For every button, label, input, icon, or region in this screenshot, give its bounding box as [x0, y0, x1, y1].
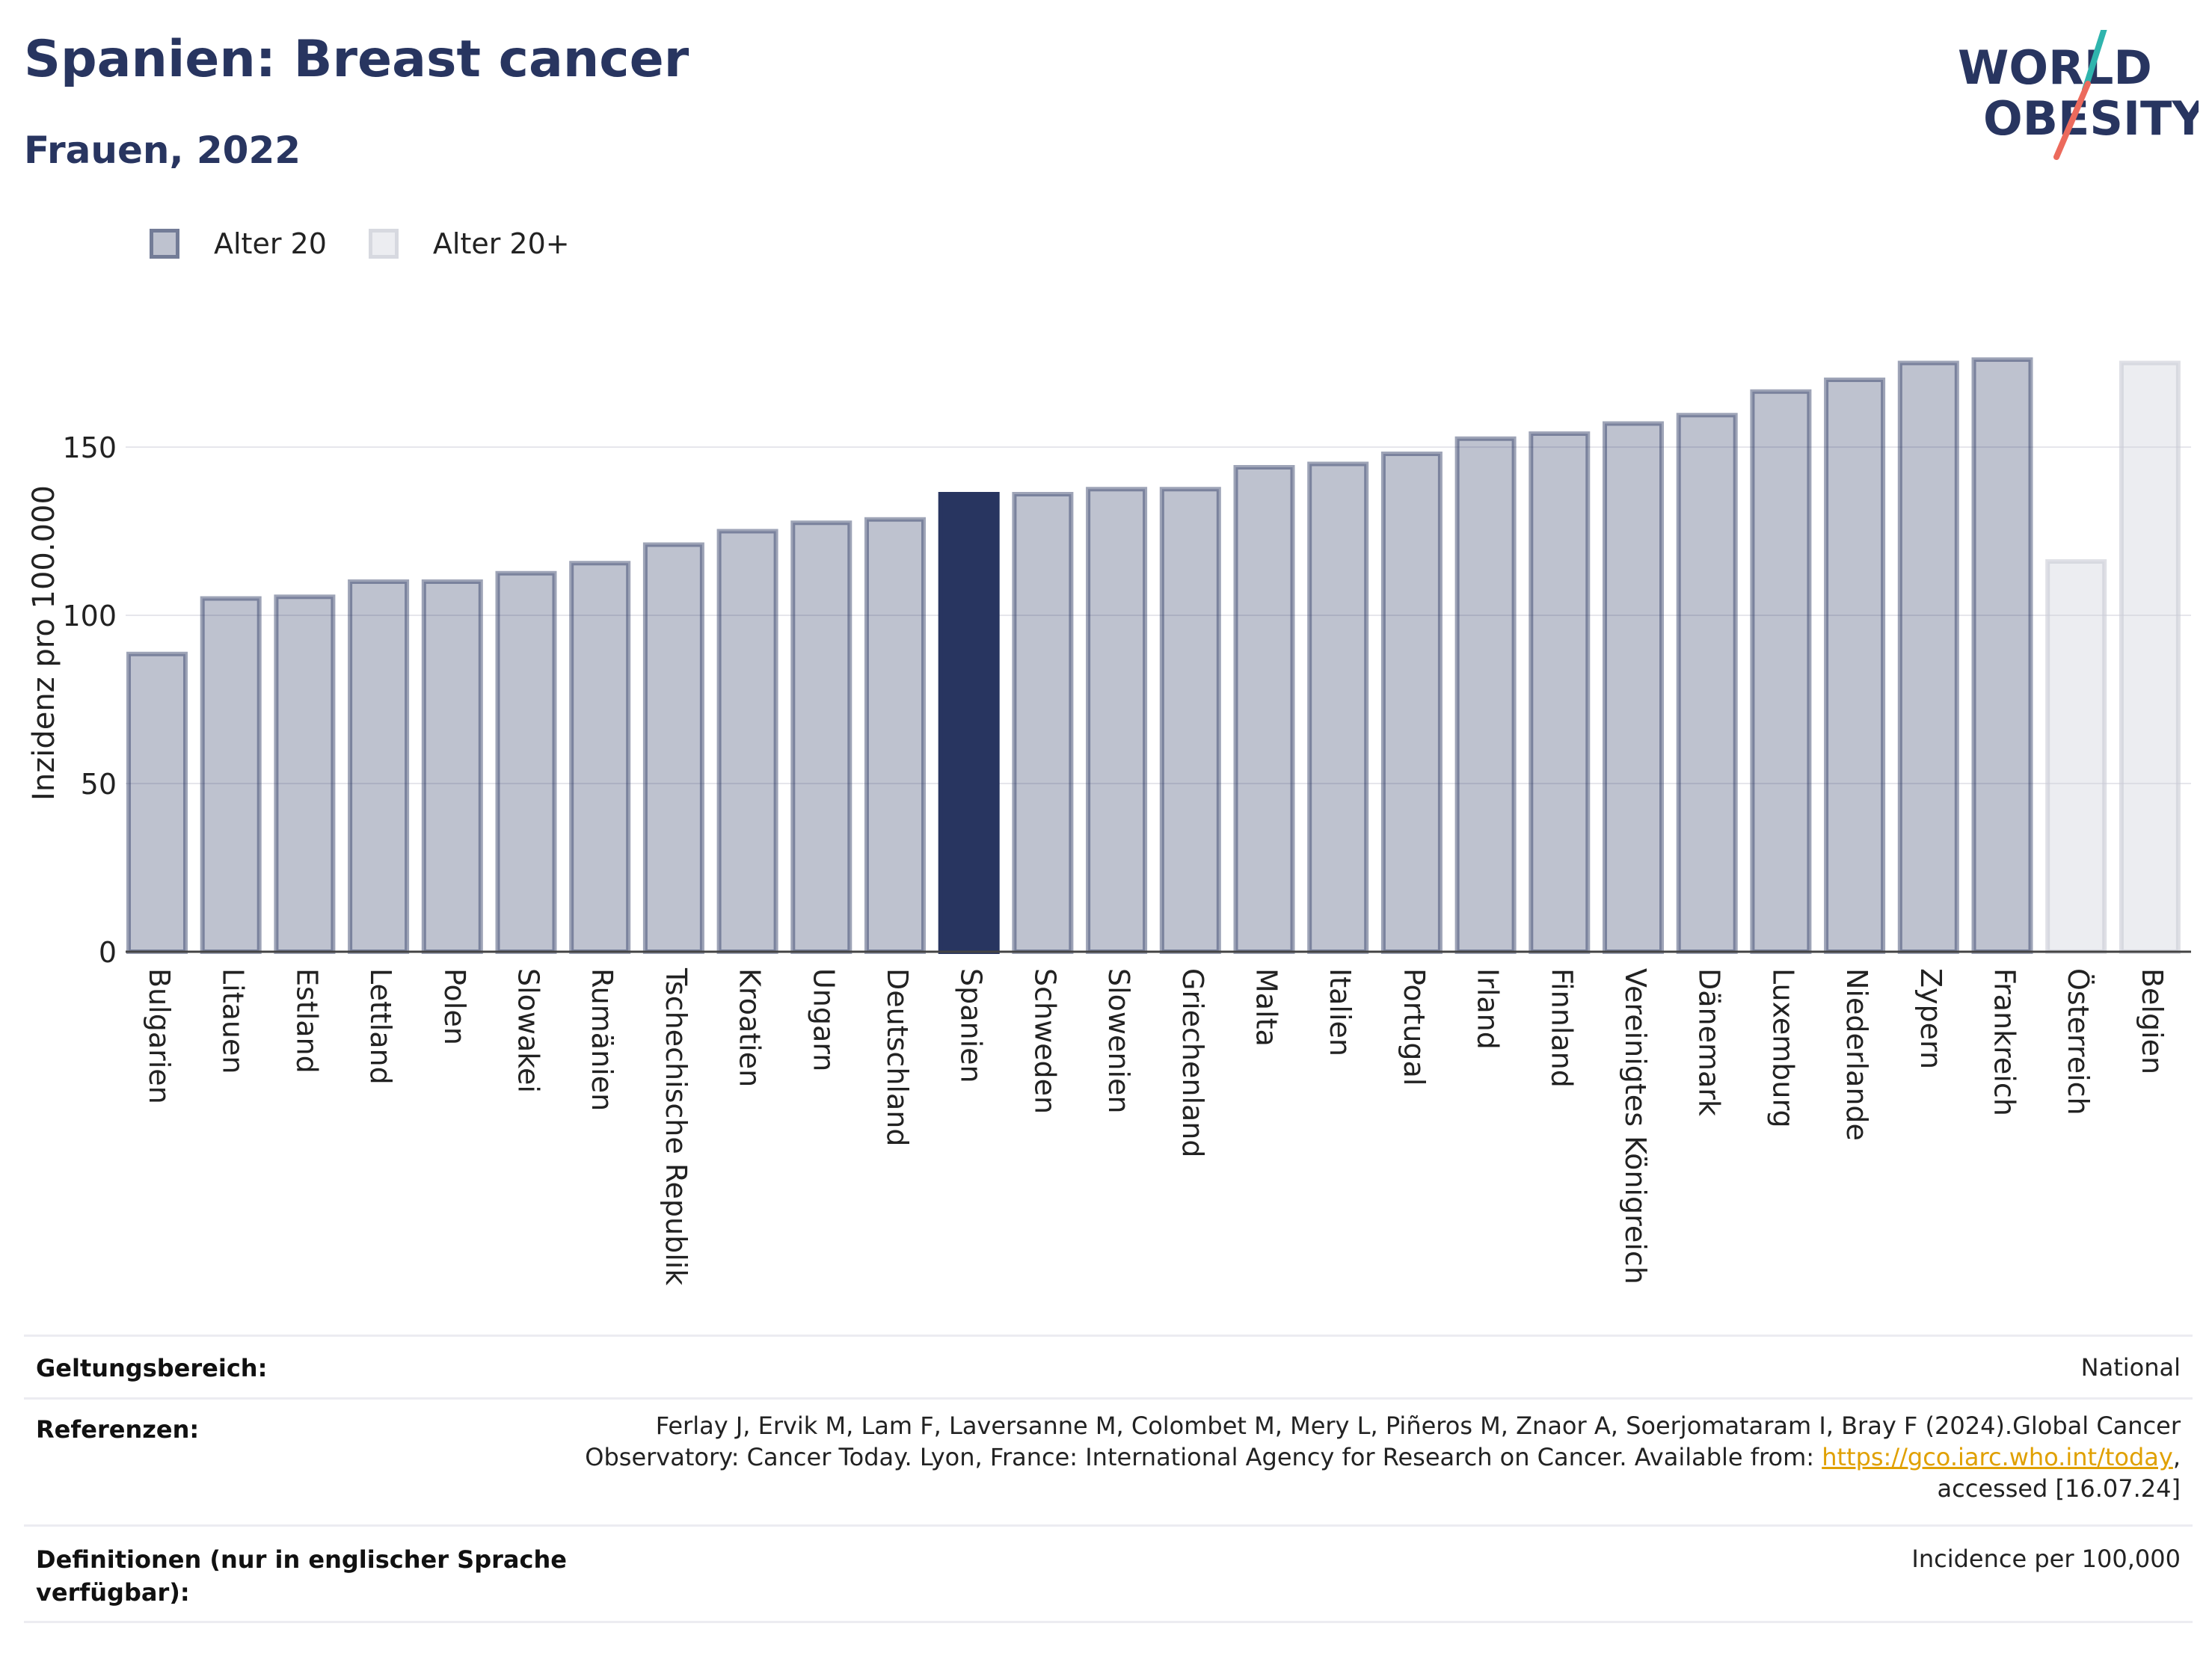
bar-chart: 0 50 100 150 Bulgarien Litauen Estland Lettland…	[27, 357, 2191, 1285]
bar-malta[interactable]	[1233, 465, 1295, 954]
bar-lettland[interactable]	[348, 579, 410, 954]
world-obesity-logo: WORLD OBESITY	[1958, 30, 2199, 160]
bar-slowenien[interactable]	[1086, 487, 1148, 954]
references-line-2-text: Observatory: Cancer Today. Lyon, France:…	[585, 1443, 1822, 1471]
references-line-2: Observatory: Cancer Today. Lyon, France:…	[461, 1441, 2181, 1473]
y-tick-label: 100	[62, 600, 117, 632]
chart-legend: Alter 20 Alter 20+	[150, 223, 612, 265]
x-tick-label: Finnland	[1545, 968, 1578, 1088]
bar-zypern[interactable]	[1897, 360, 1959, 954]
bar-portugal[interactable]	[1380, 452, 1443, 954]
x-tick-label: Zypern	[1914, 968, 1947, 1069]
x-tick-label: Italien	[1324, 968, 1357, 1056]
x-tick-label: Estland	[290, 968, 323, 1074]
info-row-scope: Geltungsbereich: National	[24, 1335, 2193, 1400]
bar-slowakei[interactable]	[495, 570, 557, 954]
x-tick-label: Vereinigtes Königreich	[1619, 968, 1652, 1284]
y-axis-title: Inzidenz pro 100.000	[27, 485, 61, 801]
tick-labels: 0 50 100 150 Bulgarien Litauen Estland Lettland…	[62, 431, 2168, 1285]
page-subtitle: Frauen, 2022	[24, 129, 301, 172]
bar-luxemburg[interactable]	[1750, 389, 1812, 954]
logo-text-obesity: OBESITY	[1983, 91, 2199, 146]
info-row-references: Referenzen: Ferlay J, Ervik M, Lam F, La…	[24, 1397, 2193, 1527]
bar-dänemark[interactable]	[1676, 413, 1738, 954]
x-tick-label: Bulgarien	[143, 968, 176, 1104]
x-tick-label: Griechenland	[1176, 968, 1209, 1158]
legend-item-alter-20-plus[interactable]: Alter 20+	[368, 227, 570, 260]
bar-irland[interactable]	[1454, 436, 1517, 954]
bar-kroatien[interactable]	[716, 529, 778, 954]
bar-belgien[interactable]	[2119, 360, 2181, 954]
definitions-label-line-2: verfügbar):	[36, 1578, 190, 1607]
logo-slash-teal	[2082, 30, 2107, 93]
bar-bulgarien[interactable]	[126, 651, 188, 954]
bar-rumänien[interactable]	[569, 561, 631, 954]
legend-label-alter-20-plus: Alter 20+	[432, 227, 570, 260]
x-tick-label: Belgien	[2136, 968, 2169, 1074]
info-row-definitions: Definitionen (nur in englischer Sprache …	[24, 1524, 2193, 1623]
bar-spanien[interactable]	[938, 492, 1000, 954]
y-tick-label: 50	[81, 768, 117, 801]
bar-frankreich[interactable]	[1971, 357, 2033, 954]
x-tick-label: Malta	[1250, 968, 1283, 1047]
x-tick-label: Portugal	[1398, 968, 1431, 1086]
bar-polen[interactable]	[421, 579, 483, 954]
references-line-3: accessed [16.07.24]	[1937, 1474, 2181, 1503]
references-line-2-end: ,	[2172, 1443, 2181, 1471]
x-tick-label: Österreich	[2062, 968, 2095, 1115]
x-tick-label: Luxemburg	[1766, 968, 1799, 1128]
bar-schweden[interactable]	[1012, 492, 1074, 954]
x-tick-label: Spanien	[955, 968, 988, 1083]
bar-tschechische-republik[interactable]	[642, 542, 704, 954]
grid-lines	[126, 446, 2191, 784]
bar-griechenland[interactable]	[1159, 487, 1221, 954]
y-tick-label: 150	[62, 431, 117, 464]
x-tick-label: Lettland	[364, 968, 397, 1085]
definitions-label-line-1: Definitionen (nur in englischer Sprache	[36, 1545, 567, 1574]
bar-ungarn[interactable]	[790, 520, 852, 954]
bar-litauen[interactable]	[200, 596, 262, 954]
legend-label-alter-20: Alter 20	[214, 227, 327, 260]
x-tick-label: Ungarn	[807, 968, 840, 1071]
references-link[interactable]: https://gco.iarc.who.int/today	[1822, 1443, 2173, 1471]
bar-vereinigtes-königreich[interactable]	[1603, 421, 1664, 954]
definitions-label: Definitionen (nur in englischer Sprache …	[36, 1543, 567, 1609]
references-value: Ferlay J, Ervik M, Lam F, Laversanne M, …	[461, 1410, 2181, 1504]
bars	[126, 357, 2181, 954]
bar-deutschland[interactable]	[864, 517, 926, 954]
bar-finnland[interactable]	[1529, 431, 1591, 954]
x-tick-label: Tschechische Republik	[660, 967, 692, 1285]
bar-österreich[interactable]	[2045, 559, 2107, 954]
legend-swatch-alter-20-plus	[368, 229, 399, 259]
legend-item-alter-20[interactable]: Alter 20	[150, 227, 327, 260]
x-tick-label: Dänemark	[1693, 968, 1726, 1116]
x-tick-label: Frankreich	[1988, 968, 2021, 1116]
bar-italien[interactable]	[1307, 461, 1369, 954]
page-title: Spanien: Breast cancer	[24, 30, 689, 89]
y-tick-label: 0	[99, 936, 117, 969]
legend-swatch-alter-20	[150, 229, 179, 259]
x-tick-label: Kroatien	[734, 968, 766, 1087]
x-tick-label: Irland	[1472, 968, 1505, 1050]
scope-label: Geltungsbereich:	[36, 1354, 268, 1382]
definitions-value: Incidence per 100,000	[1911, 1545, 2181, 1573]
x-tick-label: Slowakei	[512, 968, 545, 1093]
x-tick-label: Deutschland	[881, 968, 914, 1146]
logo-text-world: WORLD	[1958, 40, 2152, 95]
logo-slash-coral	[2053, 81, 2091, 160]
bar-estland[interactable]	[274, 594, 336, 954]
x-tick-label: Polen	[438, 968, 471, 1045]
scope-value: National	[2080, 1353, 2181, 1382]
references-line-1: Ferlay J, Ervik M, Lam F, Laversanne M, …	[655, 1412, 2181, 1440]
references-label: Referenzen:	[36, 1415, 200, 1444]
x-tick-label: Litauen	[217, 968, 250, 1074]
x-tick-label: Niederlande	[1840, 968, 1873, 1141]
bar-niederlande[interactable]	[1824, 378, 1886, 954]
x-tick-label: Rumänien	[586, 968, 618, 1111]
x-tick-label: Schweden	[1028, 968, 1061, 1114]
x-tick-label: Slowenien	[1102, 968, 1135, 1114]
